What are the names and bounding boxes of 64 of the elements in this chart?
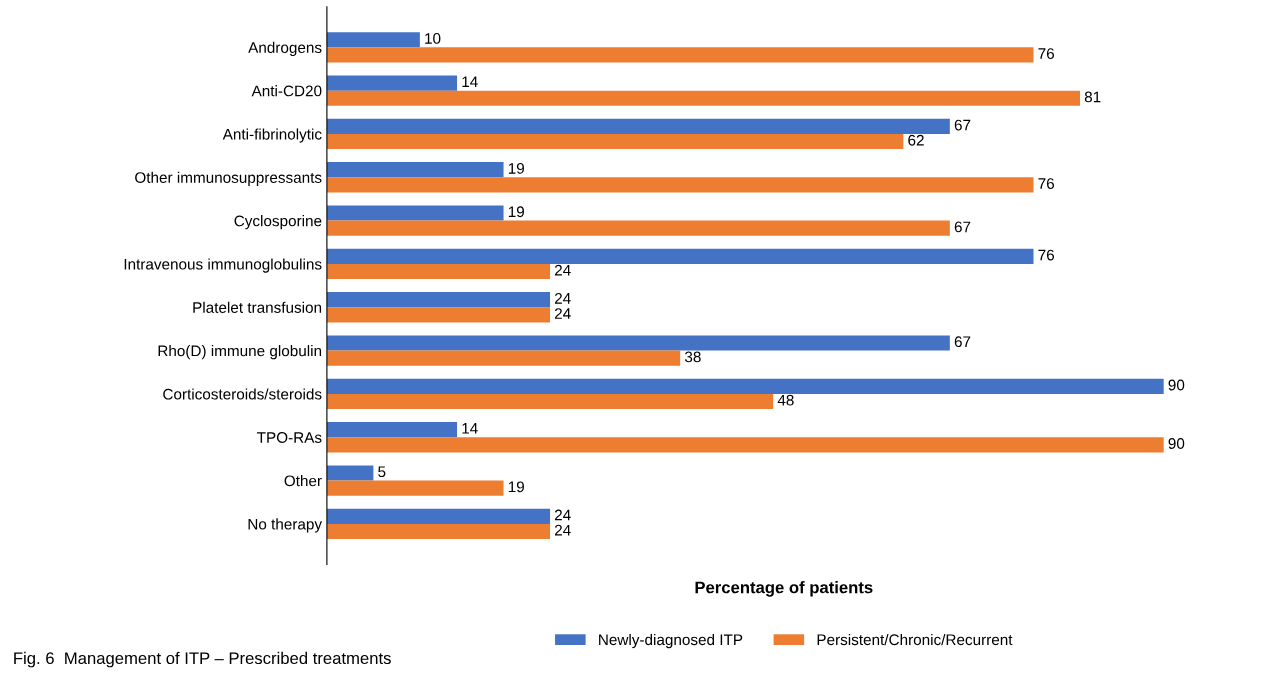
data-label: 24 (554, 292, 571, 304)
bar (326, 263, 551, 280)
bar (326, 292, 551, 308)
data-label: 19 (508, 206, 524, 218)
y-tick-label: Rho(D) immune globulin (158, 345, 322, 360)
y-tick-label: Other (284, 475, 322, 487)
bar (326, 480, 504, 496)
bar (326, 177, 1034, 193)
bar (326, 75, 458, 91)
y-tick-label: Intravenous immunoglobulins (124, 258, 322, 273)
data-label: 67 (954, 336, 971, 348)
bar (326, 90, 1081, 106)
bar (326, 437, 1164, 453)
bar (326, 307, 551, 323)
bar (326, 248, 1034, 264)
y-tick-label: Anti-fibrinolytic (222, 128, 322, 143)
data-label: 62 (908, 134, 924, 146)
y-tick-label: No therapy (248, 518, 323, 533)
data-label: 19 (508, 162, 524, 174)
legend-label: Newly-diagnosed ITP (599, 633, 743, 649)
data-label: 19 (508, 481, 524, 493)
data-label: 67 (954, 221, 971, 233)
data-label: 90 (1168, 438, 1185, 449)
bar (326, 422, 458, 438)
bar (326, 220, 950, 236)
data-label: 24 (554, 509, 571, 521)
bar (326, 118, 950, 134)
y-tick-label: Anti-CD20 (251, 85, 322, 97)
x-axis-title: Percentage of patients (695, 581, 873, 597)
data-label: 38 (684, 351, 701, 363)
bar (326, 32, 420, 48)
data-label: 10 (425, 33, 441, 44)
bar (326, 335, 950, 351)
y-tick-label: TPO-RAs (257, 432, 322, 443)
y-tick-label: Other immunosuppressants (135, 171, 322, 186)
data-label: 14 (462, 76, 478, 87)
bar (326, 378, 1164, 394)
y-tick-label: Cyclosporine (234, 215, 322, 230)
data-label: 90 (1168, 379, 1185, 391)
bar (326, 465, 374, 481)
data-label: 24 (554, 264, 571, 276)
data-label: 76 (1038, 48, 1055, 59)
data-label: 48 (777, 394, 794, 406)
bar (326, 162, 504, 178)
y-tick-label: Corticosteroids/steroids (163, 388, 322, 400)
bar (326, 508, 551, 524)
caption: Fig. 6 Management of ITP – Prescribed treatments (14, 651, 391, 668)
bar (326, 523, 551, 540)
y-tick-label: Platelet transfusion (193, 301, 322, 313)
data-label: 81 (1084, 91, 1101, 103)
y-tick-label: Androgens (248, 41, 322, 57)
bar (326, 133, 904, 150)
data-label: 14 (462, 423, 478, 434)
data-label: 76 (1038, 178, 1055, 189)
data-label: 24 (554, 524, 571, 536)
bar (326, 47, 1034, 63)
bar (326, 393, 774, 410)
data-label: 5 (378, 466, 386, 478)
data-label: 67 (954, 119, 971, 131)
bar (326, 350, 681, 366)
legend-label: Persistent/Chronic/Recurrent (817, 633, 1013, 646)
data-label: 76 (1038, 249, 1055, 261)
bar (326, 205, 504, 221)
data-label: 24 (554, 308, 571, 319)
